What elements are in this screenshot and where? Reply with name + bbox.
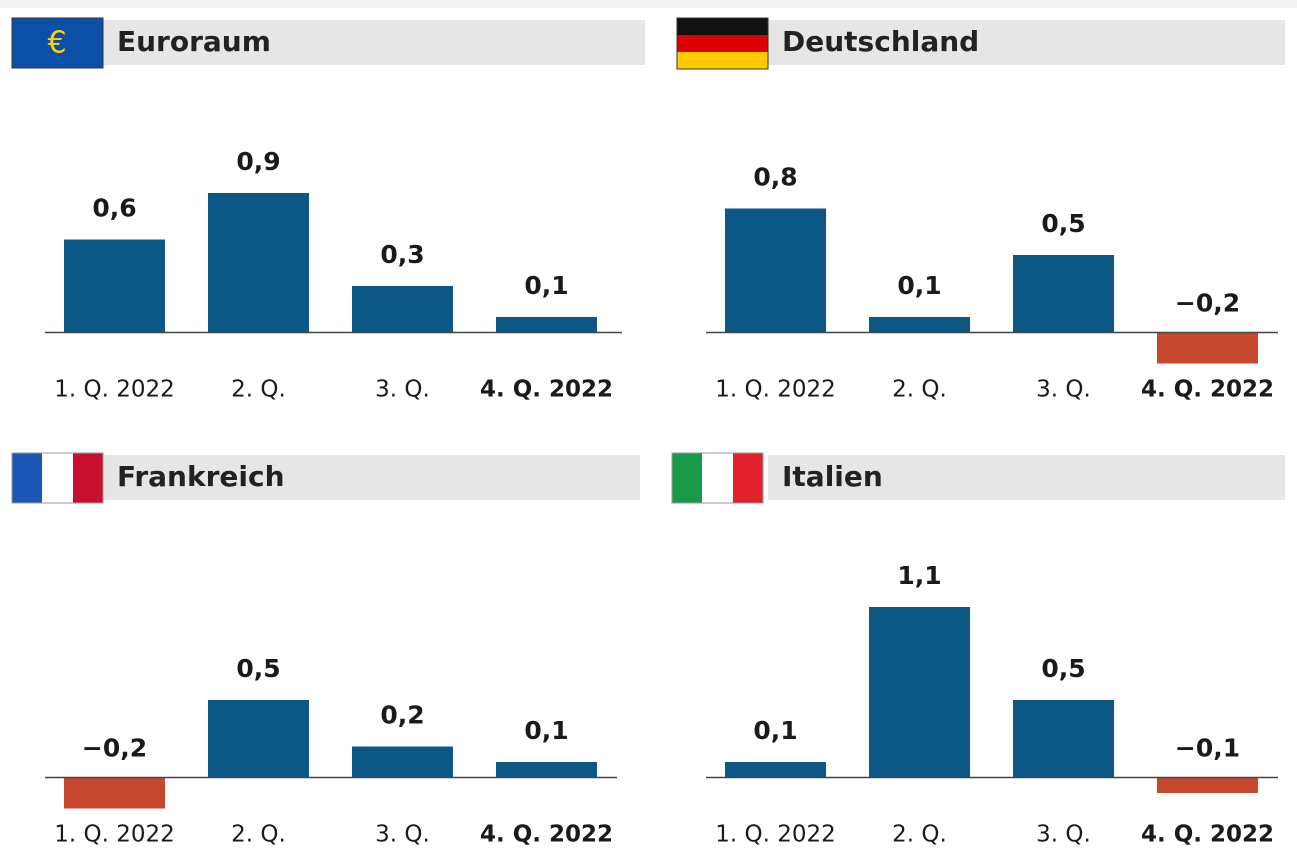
header-band bbox=[103, 455, 640, 500]
x-tick-label: 1. Q. 2022 bbox=[715, 377, 836, 403]
value-label: 1,1 bbox=[897, 561, 941, 590]
chart-title: Frankreich bbox=[117, 460, 285, 493]
value-label: 0,2 bbox=[380, 701, 424, 730]
x-tick-label: 2. Q. bbox=[892, 377, 947, 403]
value-label: 0,5 bbox=[1041, 654, 1085, 683]
x-tick-label: 3. Q. bbox=[375, 822, 430, 848]
value-label: 0,1 bbox=[524, 716, 568, 745]
x-tick-label: 2. Q. bbox=[231, 377, 286, 403]
value-label: 0,1 bbox=[897, 271, 941, 300]
chart-title: Italien bbox=[782, 460, 883, 493]
flag-italy bbox=[671, 452, 764, 504]
x-tick-label: 1. Q. 2022 bbox=[54, 822, 175, 848]
bar bbox=[1157, 777, 1258, 793]
x-tick-label: 3. Q. bbox=[375, 377, 430, 403]
flag-france bbox=[11, 452, 104, 504]
value-label: 0,3 bbox=[380, 240, 424, 269]
bar bbox=[725, 762, 826, 778]
x-tick-label: 4. Q. 2022 bbox=[480, 822, 613, 848]
bar bbox=[496, 317, 597, 333]
flag-euro: € bbox=[11, 17, 104, 69]
x-tick-label: 2. Q. bbox=[231, 822, 286, 848]
bar bbox=[64, 239, 165, 333]
chart-title: Deutschland bbox=[782, 25, 979, 58]
x-tick-label: 4. Q. 2022 bbox=[480, 377, 613, 403]
bar bbox=[725, 208, 826, 333]
bar bbox=[1013, 700, 1114, 778]
bar bbox=[869, 317, 970, 333]
header-band bbox=[768, 20, 1285, 65]
bar bbox=[1157, 332, 1258, 364]
x-tick-label: 3. Q. bbox=[1036, 822, 1091, 848]
value-label: 0,5 bbox=[1041, 209, 1085, 238]
value-label: 0,1 bbox=[524, 271, 568, 300]
bar bbox=[208, 700, 309, 778]
bar bbox=[496, 762, 597, 778]
x-tick-label: 3. Q. bbox=[1036, 377, 1091, 403]
value-label: −0,2 bbox=[1175, 289, 1240, 318]
flag-germany bbox=[676, 17, 769, 70]
value-label: 0,9 bbox=[236, 147, 280, 176]
x-tick-label: 1. Q. 2022 bbox=[715, 822, 836, 848]
euro-symbol: € bbox=[47, 26, 66, 61]
value-label: 0,8 bbox=[753, 163, 797, 192]
x-tick-label: 4. Q. 2022 bbox=[1141, 822, 1274, 848]
header-band bbox=[768, 455, 1285, 500]
x-tick-label: 1. Q. 2022 bbox=[54, 377, 175, 403]
bar bbox=[352, 286, 453, 333]
bar bbox=[64, 777, 165, 809]
x-tick-label: 2. Q. bbox=[892, 822, 947, 848]
bar bbox=[1013, 255, 1114, 333]
top-strip bbox=[0, 0, 1297, 8]
value-label: −0,2 bbox=[82, 734, 147, 763]
value-label: 0,1 bbox=[753, 716, 797, 745]
value-label: −0,1 bbox=[1175, 734, 1240, 763]
bar bbox=[352, 746, 453, 778]
x-tick-label: 4. Q. 2022 bbox=[1141, 377, 1274, 403]
chart-title: Euroraum bbox=[117, 25, 271, 58]
header-band bbox=[103, 20, 645, 65]
bar bbox=[869, 607, 970, 778]
value-label: 0,5 bbox=[236, 654, 280, 683]
bar bbox=[208, 193, 309, 333]
value-label: 0,6 bbox=[92, 194, 136, 223]
